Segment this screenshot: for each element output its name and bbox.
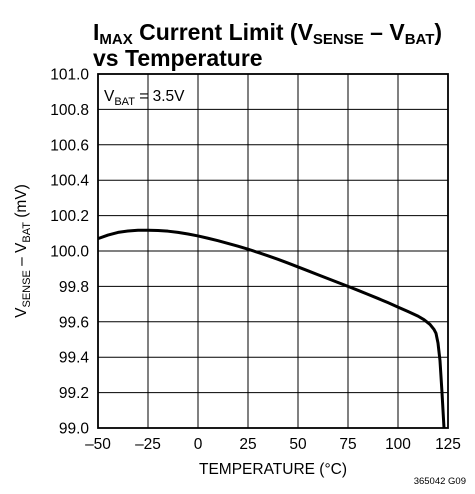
y-tick-label: 99.6 bbox=[59, 314, 89, 331]
x-tick-label: 0 bbox=[194, 436, 203, 453]
y-tick-label: 100.4 bbox=[50, 173, 89, 190]
x-tick-label: 100 bbox=[385, 436, 411, 453]
y-tick-label: 100.0 bbox=[50, 244, 89, 261]
x-axis-label: TEMPERATURE (°C) bbox=[199, 461, 347, 478]
y-tick-label: 100.8 bbox=[50, 102, 89, 119]
annotation-vbat: VBAT = 3.5V bbox=[104, 88, 185, 108]
plot-frame bbox=[97, 73, 449, 429]
chart-title-line2: vs Temperature bbox=[93, 45, 263, 71]
x-tick-labels: –50 –25 0 25 50 75 100 125 bbox=[85, 436, 461, 453]
x-tick-label: 25 bbox=[239, 436, 256, 453]
y-tick-label: 99.2 bbox=[59, 385, 89, 402]
y-tick-label: 100.2 bbox=[50, 208, 89, 225]
y-axis-label: VSENSE – VBAT (mV) bbox=[13, 184, 33, 318]
x-tick-label: –50 bbox=[85, 436, 111, 453]
y-tick-label: 101.0 bbox=[50, 67, 89, 84]
y-tick-label: 99.4 bbox=[59, 350, 90, 367]
series-line-1 bbox=[97, 228, 446, 429]
x-tick-label: 125 bbox=[435, 436, 461, 453]
grid bbox=[97, 73, 449, 429]
y-tick-label: 99.8 bbox=[59, 279, 89, 296]
figure-code: 365042 G09 bbox=[414, 476, 466, 487]
x-tick-label: 75 bbox=[339, 436, 356, 453]
chart-title-line1: IMAX Current Limit (VSENSE – VBAT) bbox=[93, 19, 442, 48]
y-tick-labels: 99.0 99.2 99.4 99.6 99.8 100.0 100.2 100.4 100.6… bbox=[50, 67, 89, 438]
series-layer bbox=[97, 228, 446, 429]
x-tick-label: 50 bbox=[289, 436, 307, 453]
x-tick-label: –25 bbox=[135, 436, 161, 453]
y-tick-label: 100.6 bbox=[50, 137, 89, 154]
y-tick-label: 99.0 bbox=[59, 421, 90, 438]
